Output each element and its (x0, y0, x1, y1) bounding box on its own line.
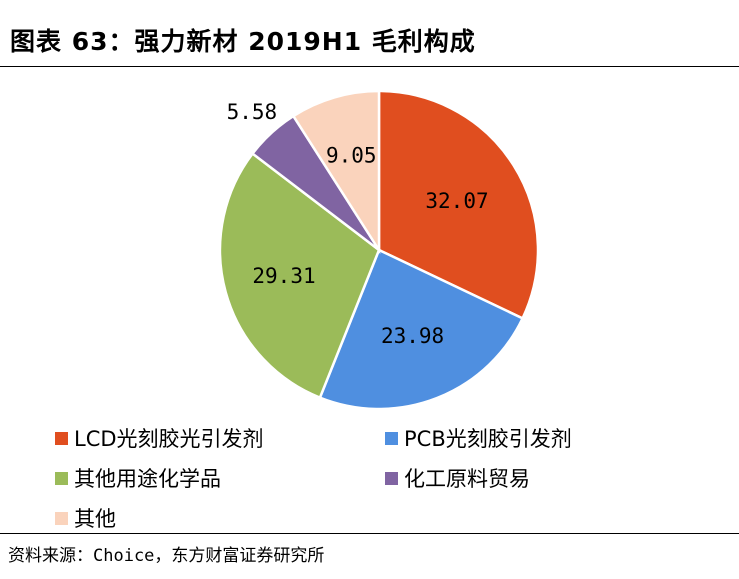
data-label: 29.31 (252, 264, 315, 288)
legend-item: 化工原料贸易 (385, 463, 530, 493)
legend-item: LCD光刻胶光引发剂 (55, 423, 264, 453)
pie-slice (318, 248, 525, 411)
legend-label: PCB光刻胶引发剂 (404, 427, 572, 451)
source-note: 资料来源：Choice，东方财富证券研究所 (8, 546, 325, 566)
data-label: 9.05 (326, 143, 377, 167)
legend-swatch (55, 511, 68, 525)
legend-swatch (385, 431, 398, 445)
legend-swatch (385, 471, 398, 485)
legend-item: 其他用途化学品 (55, 463, 221, 493)
pie-slice (291, 89, 381, 255)
data-label: 23.98 (381, 324, 444, 348)
legend-label: 其他用途化学品 (74, 467, 221, 491)
legend-label: 化工原料贸易 (404, 467, 530, 491)
footer-divider (0, 533, 739, 534)
chart-title: 图表 63：强力新材 2019H1 毛利构成 (10, 27, 476, 56)
legend-label: LCD光刻胶光引发剂 (74, 427, 264, 451)
legend-label: 其他 (74, 507, 116, 531)
data-label: 32.07 (425, 189, 488, 213)
data-label: 5.58 (227, 100, 278, 124)
legend-item: PCB光刻胶引发剂 (385, 423, 572, 453)
legend-item: 其他 (55, 503, 116, 533)
pie-slice (377, 89, 540, 321)
legend-swatch (55, 471, 68, 485)
pie-chart: 32.07 23.98 29.31 5.58 9.05 (218, 89, 540, 411)
title-divider (0, 66, 739, 67)
legend-swatch (55, 431, 68, 445)
pie-slice (218, 151, 381, 400)
